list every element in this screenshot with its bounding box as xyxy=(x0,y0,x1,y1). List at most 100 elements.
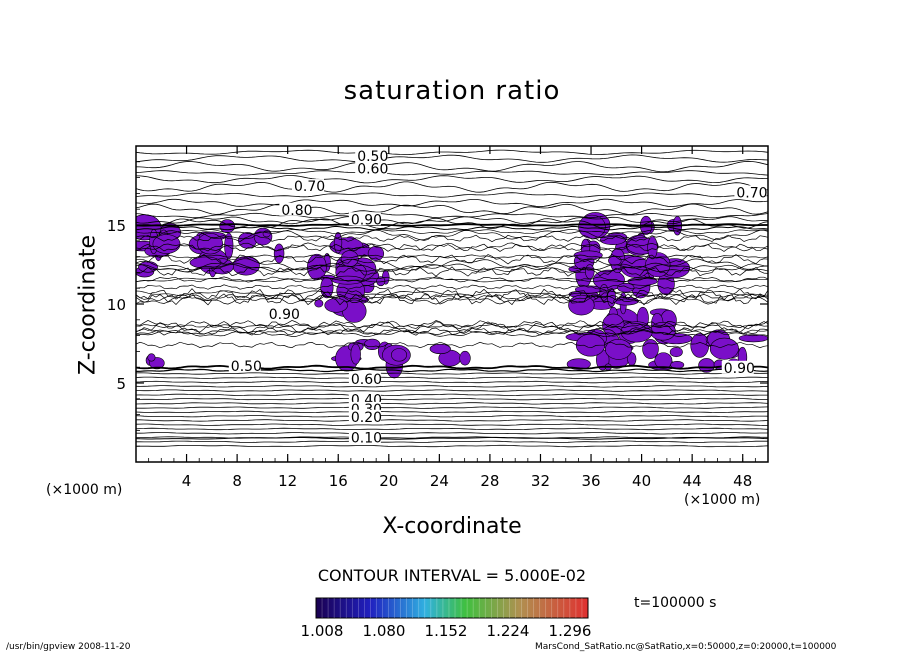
contour-line xyxy=(136,154,768,163)
x-tick-label: 44 xyxy=(683,472,702,490)
contour-label: 0.90 xyxy=(724,361,755,377)
contour-line xyxy=(136,288,768,301)
contour-line xyxy=(136,323,768,329)
colorbar-tick-label: 1.008 xyxy=(300,622,344,640)
contour-line xyxy=(136,294,768,305)
contour-line xyxy=(136,242,768,252)
x-unit-label-right: (×1000 m) xyxy=(684,492,761,508)
contour-line xyxy=(136,427,768,431)
supersaturated-region xyxy=(565,212,693,371)
contour-line xyxy=(136,149,768,155)
x-tick-label: 20 xyxy=(379,472,398,490)
contour-label: 0.70 xyxy=(736,185,767,201)
colorbar-tick-label: 1.080 xyxy=(362,622,406,640)
contour-line xyxy=(136,376,768,379)
contour-label: 0.60 xyxy=(357,162,388,178)
contour-line xyxy=(136,203,768,215)
contour-line xyxy=(136,254,768,259)
colorbar xyxy=(315,597,589,619)
contour-line xyxy=(136,372,768,375)
contour-line xyxy=(136,436,768,440)
contour-label: 0.20 xyxy=(351,410,382,426)
contour-label: 0.50 xyxy=(231,359,262,375)
contour-line xyxy=(136,234,768,243)
contour-line xyxy=(136,181,768,193)
contour-label: 0.10 xyxy=(351,430,382,446)
y-tick-label: 15 xyxy=(107,217,126,235)
x-tick-label: 32 xyxy=(531,472,550,490)
contour-line xyxy=(136,198,768,208)
y-axis-label: Z-coordinate xyxy=(75,235,101,375)
contour-line xyxy=(136,393,768,396)
contour-line xyxy=(136,266,768,277)
contour-line xyxy=(136,160,768,173)
contour-line xyxy=(136,243,768,252)
contour-line xyxy=(136,253,768,265)
x-tick-label: 28 xyxy=(480,472,499,490)
supersaturated-region xyxy=(429,343,471,367)
contour-line xyxy=(136,192,768,198)
contour-label: 0.90 xyxy=(269,307,300,323)
contour-line xyxy=(136,410,768,413)
contour-line xyxy=(136,212,768,219)
chart-title: saturation ratio xyxy=(343,76,561,106)
contour-line xyxy=(136,175,768,184)
contour-line xyxy=(136,228,768,235)
time-label: t=100000 s xyxy=(634,595,717,611)
x-unit-label-left: (×1000 m) xyxy=(46,482,123,498)
y-tick-label: 5 xyxy=(116,375,126,393)
contour-label: 0.50 xyxy=(357,149,388,165)
x-axis-label: X-coordinate xyxy=(382,514,522,539)
contour-line xyxy=(136,217,768,230)
contour-line xyxy=(136,264,768,273)
colorbar-tick-label: 1.224 xyxy=(486,622,530,640)
contour-line xyxy=(136,330,768,338)
contour-line xyxy=(136,284,768,290)
footer-file-info: MarsCond_SatRatio.nc@SatRatio,x=0:50000,… xyxy=(535,642,837,652)
contour-line xyxy=(136,415,768,418)
contour-line xyxy=(136,402,768,405)
supersaturated-region xyxy=(145,353,165,370)
x-tick-label: 48 xyxy=(733,472,752,490)
contour-line xyxy=(136,432,768,435)
footer-program-info: /usr/bin/gpview 2008-11-20 xyxy=(6,642,131,652)
x-tick-label: 24 xyxy=(430,472,449,490)
contour-line xyxy=(136,225,768,231)
contour-line xyxy=(136,277,768,283)
contour-label: 0.60 xyxy=(351,372,382,388)
x-tick-label: 8 xyxy=(232,472,242,490)
contour-line xyxy=(136,423,768,426)
x-tick-label: 16 xyxy=(329,472,348,490)
contour-line xyxy=(136,380,768,384)
x-tick-label: 36 xyxy=(581,472,600,490)
contour-label: 0.70 xyxy=(294,179,325,195)
contour-line xyxy=(136,440,768,443)
contour-line xyxy=(136,389,768,392)
contour-line xyxy=(136,419,768,422)
contour-line xyxy=(136,397,768,401)
contour-line xyxy=(136,406,768,409)
contour-line xyxy=(136,444,768,448)
contour-line xyxy=(136,223,768,227)
contour-label: 0.80 xyxy=(281,203,312,219)
contour-line xyxy=(136,321,768,334)
contour-line xyxy=(136,385,768,388)
contour-line xyxy=(136,276,768,283)
x-tick-label: 40 xyxy=(632,472,651,490)
contour-line xyxy=(136,290,768,296)
x-tick-label: 12 xyxy=(278,472,297,490)
contour-line xyxy=(136,170,768,176)
x-tick-label: 4 xyxy=(182,472,192,490)
contour-line xyxy=(136,262,768,273)
contour-line xyxy=(136,292,768,306)
supersaturated-region xyxy=(307,232,390,323)
contour-line xyxy=(136,341,768,349)
contour-line xyxy=(136,216,768,225)
colorbar-tick-label: 1.296 xyxy=(548,622,592,640)
colorbar-tick-label: 1.152 xyxy=(424,622,468,640)
contour-interval-label: CONTOUR INTERVAL = 5.000E-02 xyxy=(317,566,587,585)
contour-label: 0.90 xyxy=(351,212,382,228)
contour-line xyxy=(136,229,768,241)
y-tick-label: 10 xyxy=(107,296,126,314)
